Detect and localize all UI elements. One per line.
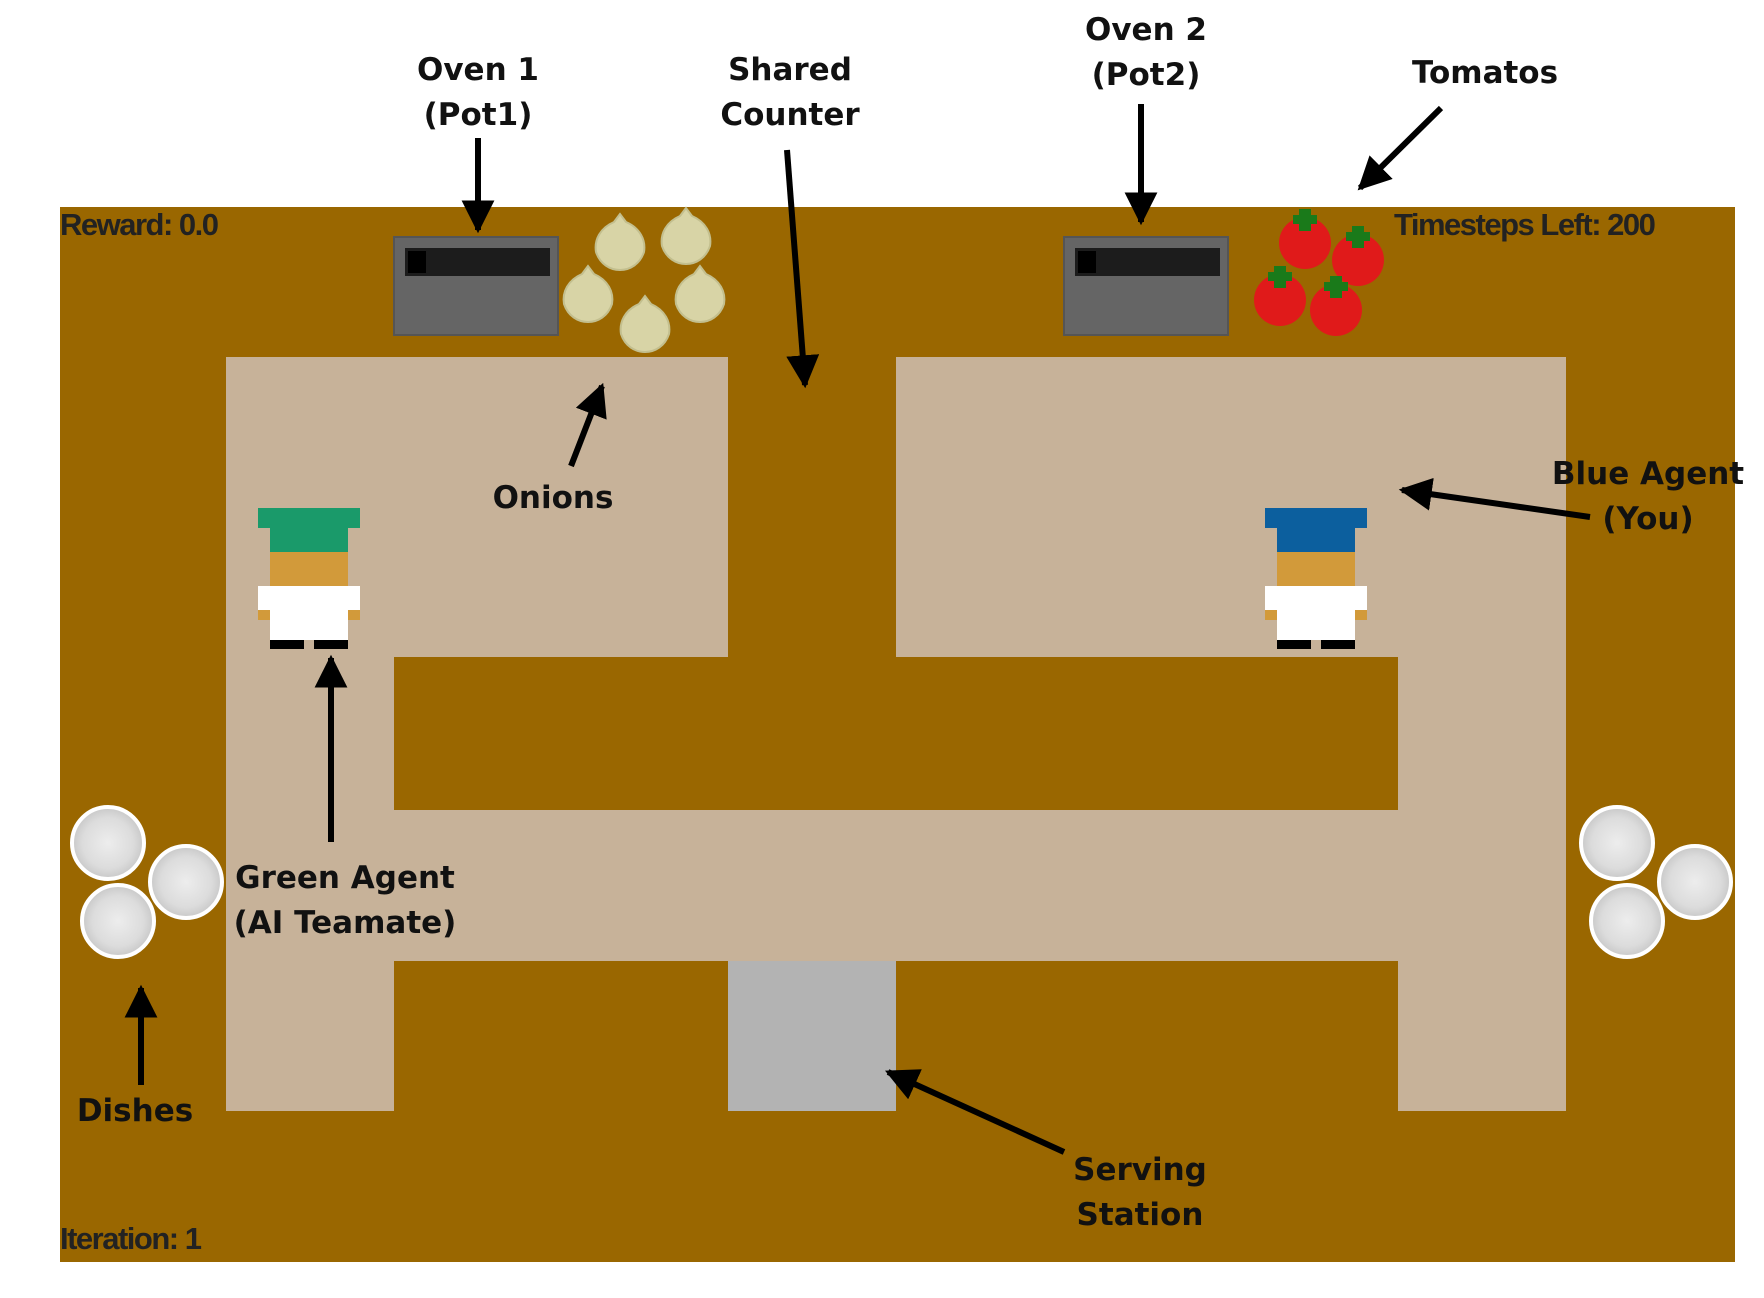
shared-counter-label: Shared Counter xyxy=(720,52,860,133)
timesteps-left-counter: Timesteps Left: 200 xyxy=(1394,207,1656,242)
green-agent-chef-icon xyxy=(258,508,360,649)
dishes-label: Dishes xyxy=(76,1093,194,1129)
tomato-icon xyxy=(1254,209,1384,336)
shared-counter-arrow-icon xyxy=(784,149,820,389)
dish-icon xyxy=(70,805,224,959)
oven-2-pot xyxy=(1063,236,1229,336)
floor-left-column xyxy=(226,657,394,1111)
onions-arrow-icon xyxy=(568,382,607,468)
floor-right-room xyxy=(896,357,1566,657)
blue-agent-chef-icon xyxy=(1265,508,1367,649)
tomatos-label: Tomatos xyxy=(1411,55,1559,91)
iteration-counter: Iteration: 1 xyxy=(60,1221,202,1256)
onions-label: Onions xyxy=(492,480,614,516)
blue-agent-arrow-icon xyxy=(1398,477,1591,520)
tomatos-arrow-icon xyxy=(1357,105,1444,191)
reward-counter: Reward: 0.0 xyxy=(60,207,219,242)
onion-icon xyxy=(562,206,726,354)
oven-2-progress-bar xyxy=(1075,248,1220,276)
dish-icon xyxy=(1579,805,1733,959)
serving-station-label: Serving Station xyxy=(1073,1152,1207,1233)
oven-1-progress-bar xyxy=(405,248,550,276)
green-agent-label: Green Agent (AI Teamate) xyxy=(233,860,457,941)
oven-2-label: Oven 2 (Pot2) xyxy=(1084,12,1208,93)
blue-agent-label: Blue Agent (You) xyxy=(1551,456,1745,537)
floor-middle-corridor xyxy=(394,810,1398,961)
oven-1-label: Oven 1 (Pot1) xyxy=(416,52,540,133)
oven-1-pot xyxy=(393,236,559,336)
floor-right-column xyxy=(1398,657,1566,1111)
serving-station xyxy=(728,961,896,1111)
serving-station-arrow-icon xyxy=(884,1069,1066,1155)
